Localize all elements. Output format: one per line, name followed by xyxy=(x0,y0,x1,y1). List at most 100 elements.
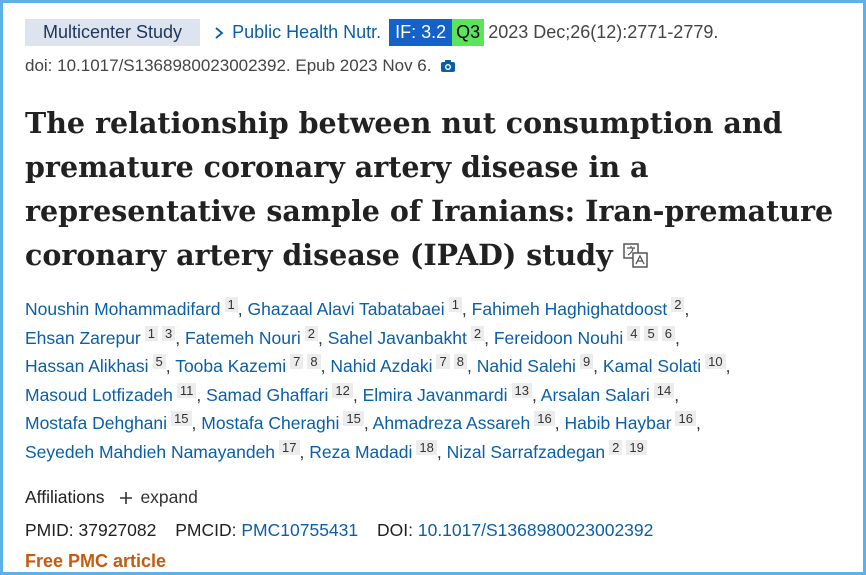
identifiers: PMID: 37927082 PMCID: PMC10755431 DOI: 1… xyxy=(25,520,653,541)
affiliation-number[interactable]: 10 xyxy=(705,354,726,370)
author: Seyedeh Mahdieh Namayandeh 17, xyxy=(25,439,304,462)
expand-toggle[interactable]: expand xyxy=(140,487,198,507)
affiliation-number[interactable]: 9 xyxy=(579,354,594,370)
pmcid-label: PMCID: xyxy=(175,520,237,540)
separator: , xyxy=(191,413,197,434)
affiliation-number[interactable]: 8 xyxy=(453,354,467,370)
article-type: Multicenter Study xyxy=(25,19,201,46)
citation: 2023 Dec;26(12):2771-2779. xyxy=(488,22,719,42)
author-name[interactable]: Ahmadreza Assareh xyxy=(372,413,531,434)
affiliations-row: Affiliations expand xyxy=(25,487,198,508)
doi-label: DOI: xyxy=(377,520,413,540)
author-name[interactable]: Samad Ghaffari xyxy=(206,384,329,405)
separator: , xyxy=(461,299,467,319)
affiliation-number[interactable]: 15 xyxy=(171,411,192,427)
journal-name[interactable]: Public Health Nutr. xyxy=(232,22,382,42)
author-name[interactable]: Nizal Sarrafzadegan xyxy=(446,441,606,462)
translate-icon[interactable] xyxy=(622,243,649,269)
author-name[interactable]: Elmira Javanmardi xyxy=(362,384,508,405)
separator: , xyxy=(531,384,537,405)
author-name[interactable]: Kamal Solati xyxy=(602,356,702,377)
affiliation-number[interactable]: 16 xyxy=(675,411,696,427)
author: Noushin Mohammadifard 1, xyxy=(25,297,243,319)
separator: , xyxy=(725,356,731,377)
doi-link[interactable]: 10.1017/S1368980023002392 xyxy=(417,520,654,540)
author-list: Noushin Mohammadifard 1, Ghazaal Alavi Ta… xyxy=(25,295,825,467)
author: Nahid Salehi 9, xyxy=(476,354,599,377)
affiliation-number[interactable]: 16 xyxy=(534,411,555,427)
affiliation-number[interactable]: 2 xyxy=(470,325,485,341)
author-name[interactable]: Sahel Javanbakht xyxy=(327,327,467,348)
affiliation-number[interactable]: 11 xyxy=(176,382,197,398)
author-name[interactable]: Hassan Alikhasi xyxy=(25,356,149,377)
author-name[interactable]: Fahimeh Haghighatdoost xyxy=(471,299,668,319)
doi-row: doi: 10.1017/S1368980023002392. Epub 202… xyxy=(25,56,457,76)
author-name[interactable]: Tooba Kazemi xyxy=(175,356,287,377)
separator: , xyxy=(196,384,202,405)
separator: , xyxy=(593,356,599,377)
separator: , xyxy=(237,299,243,319)
affiliation-number[interactable]: 5 xyxy=(644,325,658,341)
affiliation-number[interactable]: 8 xyxy=(307,354,321,370)
separator: , xyxy=(684,299,690,319)
author-name[interactable]: Fereidoon Nouhi xyxy=(493,327,624,348)
separator: , xyxy=(554,413,560,434)
author: Ahmadreza Assareh 16, xyxy=(372,411,560,434)
separator: , xyxy=(320,356,326,377)
pmcid-link[interactable]: PMC10755431 xyxy=(241,520,359,540)
affiliation-number[interactable]: 5 xyxy=(152,354,166,370)
author-name[interactable]: Ghazaal Alavi Tabatabaei xyxy=(247,299,445,319)
separator: , xyxy=(175,327,181,348)
affiliation-number[interactable]: 12 xyxy=(332,382,353,398)
title-text: The relationship between nut consumption… xyxy=(25,106,834,272)
affiliations-label: Affiliations xyxy=(25,487,105,507)
affiliation-number[interactable]: 2 xyxy=(304,325,318,341)
plus-icon[interactable] xyxy=(118,490,134,506)
separator: , xyxy=(165,356,171,377)
author: Mostafa Dehghani 15, xyxy=(25,411,197,434)
affiliation-number[interactable]: 7 xyxy=(436,354,450,370)
affiliation-number[interactable]: 1 xyxy=(224,297,238,312)
author-name[interactable]: Noushin Mohammadifard xyxy=(25,299,221,319)
impact-factor: IF: 3.2 xyxy=(389,19,453,46)
affiliation-number[interactable]: 3 xyxy=(162,325,176,341)
author: Masoud Lotfizadeh 11, xyxy=(25,382,202,405)
pmid: 37927082 xyxy=(78,520,157,540)
affiliation-number[interactable]: 2 xyxy=(609,439,623,455)
separator: , xyxy=(484,327,489,348)
separator: , xyxy=(695,413,701,434)
affiliation-number[interactable]: 7 xyxy=(290,354,304,370)
affiliation-number[interactable]: 13 xyxy=(511,382,532,398)
header-row: Multicenter Study Public Health Nutr. IF… xyxy=(25,19,718,46)
affiliation-number[interactable]: 15 xyxy=(343,411,364,427)
affiliation-number[interactable]: 18 xyxy=(416,439,437,455)
author-name[interactable]: Mostafa Dehghani xyxy=(25,413,168,434)
author-name[interactable]: Nahid Azdaki xyxy=(330,356,433,377)
author-name[interactable]: Arsalan Salari xyxy=(540,384,650,405)
affiliation-number[interactable]: 1 xyxy=(144,325,158,341)
affiliation-number[interactable]: 1 xyxy=(448,297,462,312)
camera-icon[interactable] xyxy=(439,58,457,74)
affiliation-number[interactable]: 19 xyxy=(626,439,647,455)
affiliation-number[interactable]: 2 xyxy=(671,297,685,312)
affiliation-number[interactable]: 4 xyxy=(627,325,641,341)
author-name[interactable]: Masoud Lotfizadeh xyxy=(25,384,173,405)
author-name[interactable]: Nahid Salehi xyxy=(476,356,576,377)
author-name[interactable]: Habib Haybar xyxy=(564,413,672,434)
author: Samad Ghaffari 12, xyxy=(206,382,358,405)
author-name[interactable]: Reza Madadi xyxy=(309,441,413,462)
affiliation-number[interactable]: 17 xyxy=(279,439,300,455)
author: Ghazaal Alavi Tabatabaei 1, xyxy=(247,297,467,319)
chevron-icon xyxy=(215,26,224,39)
affiliation-number[interactable]: 6 xyxy=(661,325,675,341)
author: Arsalan Salari 14, xyxy=(540,382,680,405)
affiliation-number[interactable]: 14 xyxy=(653,382,675,398)
journal-link[interactable]: Public Health Nutr. xyxy=(212,22,381,43)
author-name[interactable]: Fatemeh Nouri xyxy=(184,327,301,348)
author: Hassan Alikhasi 5, xyxy=(25,354,171,377)
author-name[interactable]: Mostafa Cheraghi xyxy=(201,413,340,434)
author-name[interactable]: Seyedeh Mahdieh Namayandeh xyxy=(25,441,276,462)
separator: , xyxy=(674,384,680,405)
separator: , xyxy=(436,441,442,462)
author-name[interactable]: Ehsan Zarepur xyxy=(25,327,141,348)
